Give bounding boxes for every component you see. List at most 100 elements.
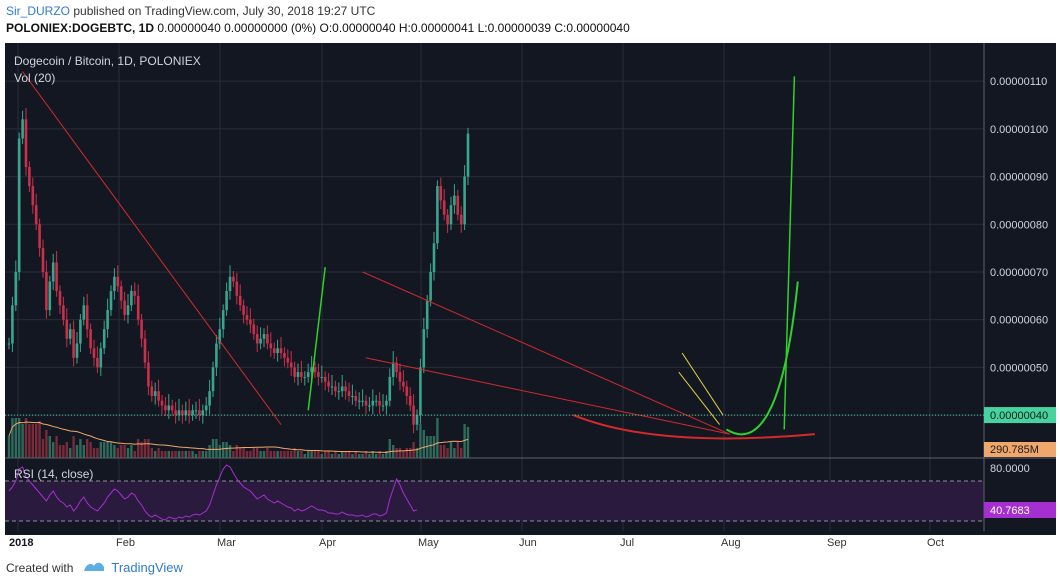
candle-body xyxy=(310,367,313,373)
candle-body xyxy=(187,410,191,416)
candle-body xyxy=(272,348,276,354)
candle-body xyxy=(211,367,215,392)
candle-body xyxy=(395,362,398,373)
candle-body xyxy=(194,410,198,412)
flag-top-line xyxy=(681,352,724,416)
candle-body xyxy=(41,248,45,272)
projection-line-april xyxy=(307,267,326,411)
candle-body xyxy=(255,333,259,344)
candle-body xyxy=(218,329,222,344)
candle-body xyxy=(136,295,140,320)
volume-bar xyxy=(273,451,276,458)
candle-body xyxy=(133,291,137,296)
candle-body xyxy=(337,391,341,393)
candle-body xyxy=(62,305,65,320)
y-tick-label: 0.00000110 xyxy=(990,76,1047,88)
volume-bar xyxy=(371,451,374,458)
candle-body xyxy=(167,405,171,411)
volume-bar xyxy=(341,451,344,458)
volume-bar xyxy=(402,451,405,458)
volume-bar xyxy=(456,442,459,458)
candle-body xyxy=(442,200,446,215)
volume-bar xyxy=(385,451,388,458)
candle-body xyxy=(238,295,242,306)
candle-body xyxy=(300,372,303,377)
candle-body xyxy=(58,291,62,306)
candle-body xyxy=(306,372,310,377)
candle-body xyxy=(221,310,225,330)
volume-bar xyxy=(269,451,272,458)
volume-bar xyxy=(419,424,422,458)
volume-bar xyxy=(351,454,354,458)
volume-bar xyxy=(225,442,228,458)
candle-body xyxy=(405,386,409,396)
candle-body xyxy=(177,410,181,416)
volume-bar xyxy=(232,451,235,458)
tradingview-logo-icon[interactable] xyxy=(83,560,105,575)
volume-bar xyxy=(283,451,286,458)
candle-body xyxy=(82,305,86,320)
volume-bar xyxy=(354,451,357,458)
volume-bar xyxy=(103,442,106,458)
candle-body xyxy=(293,367,296,377)
candle-body xyxy=(225,291,228,311)
candle-body xyxy=(419,367,422,416)
volume-bar xyxy=(361,454,364,458)
volume-bar xyxy=(38,421,41,458)
candle-body xyxy=(55,262,58,292)
volume-bar xyxy=(307,451,310,458)
volume-bar xyxy=(222,442,225,458)
volume-bar xyxy=(466,427,470,458)
candle-body xyxy=(425,300,429,330)
volume-bar xyxy=(62,445,65,458)
volume-bar xyxy=(211,439,215,458)
volume-bar xyxy=(126,448,130,458)
volume-ma-line xyxy=(8,421,469,453)
candle-body xyxy=(317,372,320,377)
volume-bar xyxy=(171,451,174,458)
candle-body xyxy=(17,138,21,272)
candle-body xyxy=(259,338,262,344)
candle-body xyxy=(378,400,381,406)
candle-body xyxy=(286,357,290,363)
candle-body xyxy=(357,400,361,402)
candle-body xyxy=(130,291,133,306)
volume-bar xyxy=(133,451,136,458)
candle-body xyxy=(119,286,123,301)
candle-body xyxy=(422,329,426,368)
candle-body xyxy=(38,224,41,249)
candle-body xyxy=(361,400,364,402)
candle-body xyxy=(269,343,273,349)
candle-body xyxy=(153,391,157,396)
candle-body xyxy=(208,391,211,406)
volume-bar xyxy=(194,454,198,458)
y-tick-label: 0.00000060 xyxy=(990,315,1048,327)
candle-body xyxy=(351,395,354,397)
candle-body xyxy=(116,276,120,287)
volume-bar xyxy=(432,436,436,458)
tradingview-link[interactable]: TradingView xyxy=(111,560,183,575)
volume-bar xyxy=(293,448,296,458)
candle-body xyxy=(11,305,14,344)
candle-body xyxy=(150,386,154,396)
volume-bar xyxy=(28,424,31,458)
volume-bar xyxy=(65,442,68,458)
candle-body xyxy=(398,372,402,382)
candle-body xyxy=(45,271,48,311)
candle-body xyxy=(449,205,453,225)
volume-bar xyxy=(443,445,446,458)
last-price-tag xyxy=(984,407,1056,424)
x-tick-label: Apr xyxy=(319,537,336,549)
volume-bar xyxy=(422,430,425,458)
candle-body xyxy=(249,319,252,325)
candle-body xyxy=(391,362,395,377)
candle-body xyxy=(262,333,266,339)
volume-bar xyxy=(123,445,126,458)
volume-ma-tag xyxy=(984,442,1056,457)
volume-bar xyxy=(409,448,412,458)
author-link[interactable]: Sir_DURZO xyxy=(6,4,71,18)
trendline-wedge-top xyxy=(362,271,731,435)
candle-body xyxy=(28,167,31,187)
price-chart[interactable]: 0.00000110 0.00000100 0.00000090 0.00000080… xyxy=(0,39,1060,554)
volume-bar xyxy=(14,418,17,458)
